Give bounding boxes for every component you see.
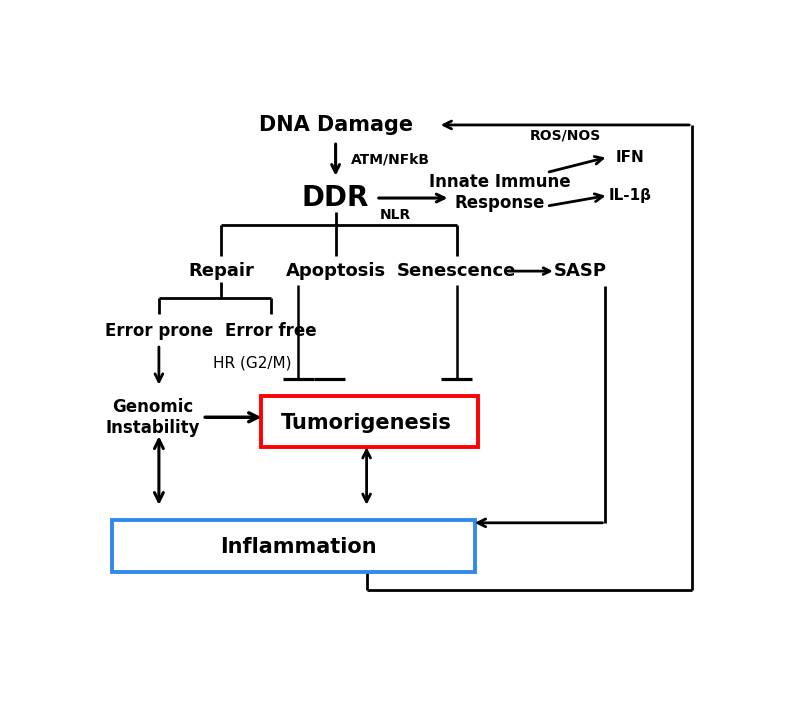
Text: HR (G2/M): HR (G2/M) (213, 356, 291, 370)
Text: Error free: Error free (225, 322, 316, 340)
Text: DDR: DDR (302, 184, 370, 212)
FancyBboxPatch shape (262, 396, 478, 447)
Text: Inflammation: Inflammation (220, 537, 377, 557)
Text: Senescence: Senescence (397, 262, 516, 280)
Text: SASP: SASP (554, 262, 607, 280)
Text: DNA Damage: DNA Damage (258, 115, 413, 135)
Text: IFN: IFN (616, 150, 645, 165)
Text: Apoptosis: Apoptosis (286, 262, 386, 280)
Text: IL-1β: IL-1β (609, 188, 651, 203)
FancyBboxPatch shape (112, 520, 475, 572)
Text: Innate Immune
Response: Innate Immune Response (429, 173, 570, 212)
Text: Genomic
Instability: Genomic Instability (106, 398, 200, 437)
Text: ATM/NFkB: ATM/NFkB (351, 152, 430, 166)
Text: Repair: Repair (188, 262, 254, 280)
Text: Tumorigenesis: Tumorigenesis (281, 413, 452, 432)
Text: ROS/NOS: ROS/NOS (530, 129, 601, 143)
Text: NLR: NLR (380, 208, 411, 222)
Text: Error prone: Error prone (105, 322, 213, 340)
